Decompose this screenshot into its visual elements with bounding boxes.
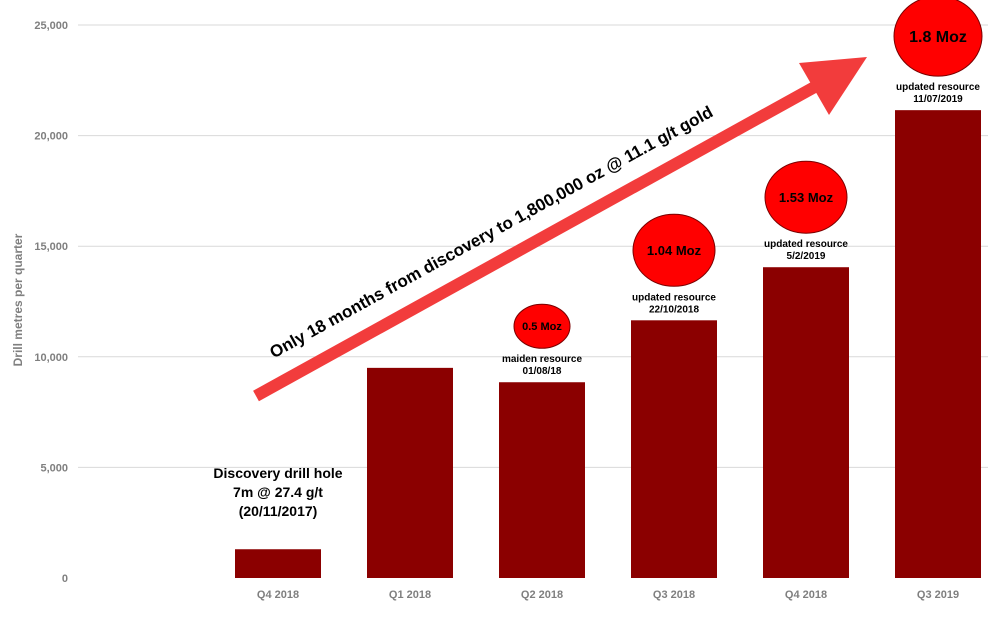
resource-date: 11/07/2019 <box>913 94 963 105</box>
y-tick-label: 20,000 <box>34 131 68 143</box>
resource-bubble <box>513 303 571 349</box>
discovery-line-3: (20/11/2017) <box>239 503 318 519</box>
resource-date: 22/10/2018 <box>649 304 699 315</box>
bar <box>763 267 849 578</box>
x-tick-label: Q4 2018 <box>257 589 299 601</box>
bar <box>367 367 453 578</box>
resource-moz-label: 1.04 Moz <box>647 243 702 258</box>
discovery-line-1: Discovery drill hole <box>213 465 342 481</box>
x-tick-label: Q3 2019 <box>917 589 959 601</box>
resource-moz-label: 1.53 Moz <box>779 190 834 205</box>
resource-date: 01/08/18 <box>523 366 562 377</box>
bar <box>499 382 585 578</box>
x-tick-label: Q4 2018 <box>785 589 827 601</box>
discovery-line-2: 7m @ 27.4 g/t <box>233 484 323 500</box>
x-tick-label: Q3 2018 <box>653 589 695 601</box>
y-tick-label: 5,000 <box>40 462 68 474</box>
resource-label: updated resource <box>896 82 980 93</box>
bar <box>631 320 717 578</box>
y-tick-label: 10,000 <box>34 352 68 364</box>
x-tick-label: Q1 2018 <box>389 589 431 601</box>
y-axis-label: Drill metres per quarter <box>11 233 25 366</box>
y-tick-label: 0 <box>62 573 68 585</box>
resource-moz-label: 1.8 Moz <box>909 29 967 46</box>
resource-label: updated resource <box>764 239 848 250</box>
bars <box>235 110 981 579</box>
discovery-note: Discovery drill hole 7m @ 27.4 g/t (20/1… <box>213 465 342 519</box>
x-tick-label: Q2 2018 <box>521 589 563 601</box>
y-tick-label: 25,000 <box>34 20 68 32</box>
resource-date: 5/2/2019 <box>787 251 826 262</box>
resource-bubble <box>764 160 848 234</box>
resource-label: maiden resource <box>502 354 582 365</box>
resource-bubble <box>893 0 983 77</box>
resource-label: updated resource <box>632 292 716 303</box>
x-axis-ticks: Q4 2018 Q1 2018 Q2 2018 Q3 2018 Q4 2018 Q3 20… <box>257 589 959 601</box>
resource-moz-label: 0.5 Moz <box>522 321 562 333</box>
bar <box>235 549 321 578</box>
y-axis-ticks: 0 5,000 10,000 15,000 20,000 25,000 <box>34 20 68 585</box>
resource-bubble <box>632 213 716 287</box>
arrow-shaft <box>253 78 823 402</box>
bar <box>895 110 981 579</box>
arrow-head <box>799 57 867 115</box>
y-tick-label: 15,000 <box>34 241 68 253</box>
